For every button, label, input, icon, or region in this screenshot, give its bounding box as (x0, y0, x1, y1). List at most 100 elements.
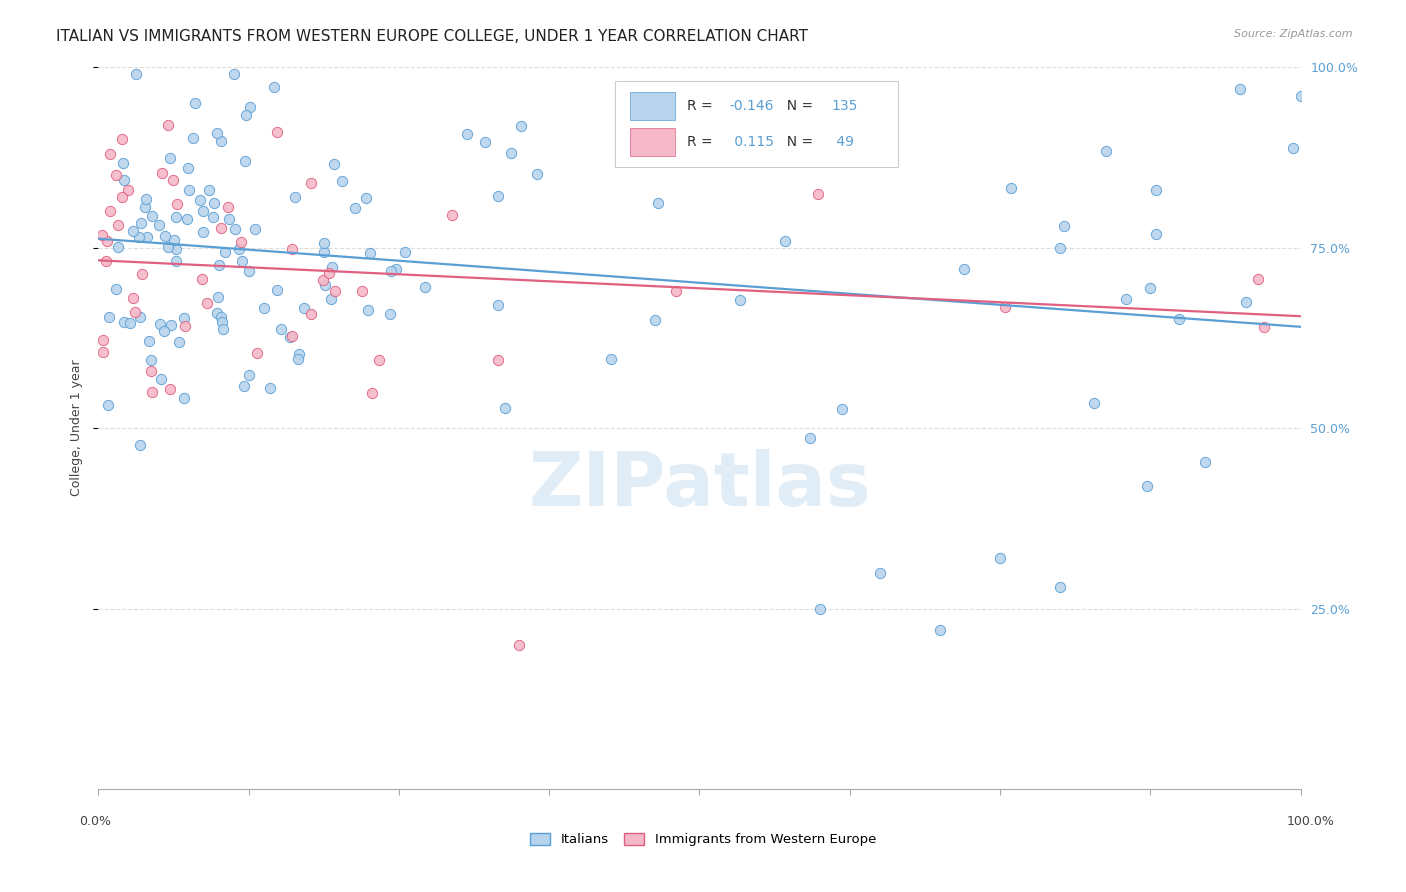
Point (179, 183, 201, 197)
Point (150, 165, 173, 179)
FancyBboxPatch shape (630, 128, 675, 156)
Point (112, 315, 135, 329)
Point (207, 127, 229, 141)
Point (266, 283, 288, 297)
Point (363, 54, 385, 68)
Point (526, 167, 548, 181)
Point (195, 295, 218, 310)
Point (876, 146, 898, 161)
Point (488, 353, 510, 368)
Point (138, 334, 160, 348)
Point (246, 346, 269, 360)
Point (177, 161, 200, 175)
Point (160, 318, 183, 332)
Point (344, 201, 367, 215)
Point (281, 329, 304, 343)
Point (209, 310, 232, 325)
Point (173, 311, 195, 326)
Point (122, 224, 145, 238)
Point (321, 260, 343, 275)
Point (314, 278, 336, 293)
Point (1115, 292, 1137, 306)
Point (166, 197, 188, 211)
Point (508, 638, 530, 652)
Point (233, 153, 256, 168)
Point (354, 191, 377, 205)
Point (222, 67, 245, 81)
Point (318, 267, 340, 281)
Point (167, 334, 190, 349)
Point (173, 391, 195, 405)
Point (162, 173, 184, 187)
Point (243, 221, 266, 235)
Point (174, 318, 197, 333)
FancyBboxPatch shape (630, 92, 675, 120)
Point (1139, 280, 1161, 294)
Point (284, 190, 307, 204)
Point (111, 132, 134, 146)
Point (807, 186, 830, 201)
Point (205, 306, 228, 320)
Point (350, 284, 373, 298)
Point (107, 239, 129, 253)
Point (321, 293, 343, 307)
Point (165, 211, 187, 225)
Point (299, 307, 322, 321)
Point (385, 262, 408, 277)
Point (105, 168, 128, 183)
Point (128, 229, 150, 244)
Point (1049, 580, 1071, 594)
Point (869, 566, 891, 580)
Text: 0.115: 0.115 (730, 135, 773, 149)
Text: -0.146: -0.146 (730, 99, 775, 113)
Point (124, 305, 146, 319)
Text: Source: ZipAtlas.com: Source: ZipAtlas.com (1234, 29, 1353, 38)
Legend: Italians, Immigrants from Western Europe: Italians, Immigrants from Western Europe (524, 828, 882, 852)
Point (499, 145, 522, 160)
Point (1083, 396, 1105, 410)
Point (128, 438, 150, 452)
Point (135, 193, 157, 207)
Point (665, 285, 688, 299)
Point (224, 222, 246, 236)
Point (368, 353, 391, 368)
Point (149, 372, 172, 386)
Point (112, 156, 135, 170)
Point (98, 310, 121, 324)
Point (360, 386, 382, 401)
Point (139, 353, 162, 368)
Point (191, 271, 214, 285)
Point (91, 333, 114, 347)
Point (231, 254, 253, 268)
Point (122, 291, 145, 305)
Point (238, 368, 260, 383)
Point (153, 229, 176, 244)
Point (157, 240, 180, 254)
Text: ZIPatlas: ZIPatlas (529, 450, 870, 523)
Point (357, 302, 380, 317)
Point (218, 212, 240, 227)
Point (202, 196, 225, 211)
Point (131, 268, 153, 282)
Point (1247, 272, 1270, 286)
Point (181, 130, 204, 145)
Point (165, 242, 187, 256)
Point (1094, 145, 1116, 159)
Point (1168, 312, 1191, 326)
Point (413, 279, 436, 293)
Point (149, 318, 172, 332)
Text: N =: N = (778, 99, 817, 113)
Point (184, 95, 207, 110)
Point (91, 344, 114, 359)
Point (157, 118, 180, 132)
Text: 49: 49 (832, 135, 853, 149)
Point (212, 322, 235, 336)
Point (953, 262, 976, 277)
Point (292, 301, 315, 315)
Point (263, 80, 285, 95)
Point (808, 602, 831, 616)
Point (148, 218, 170, 232)
Point (644, 313, 666, 327)
Point (775, 234, 797, 248)
Point (323, 156, 346, 170)
